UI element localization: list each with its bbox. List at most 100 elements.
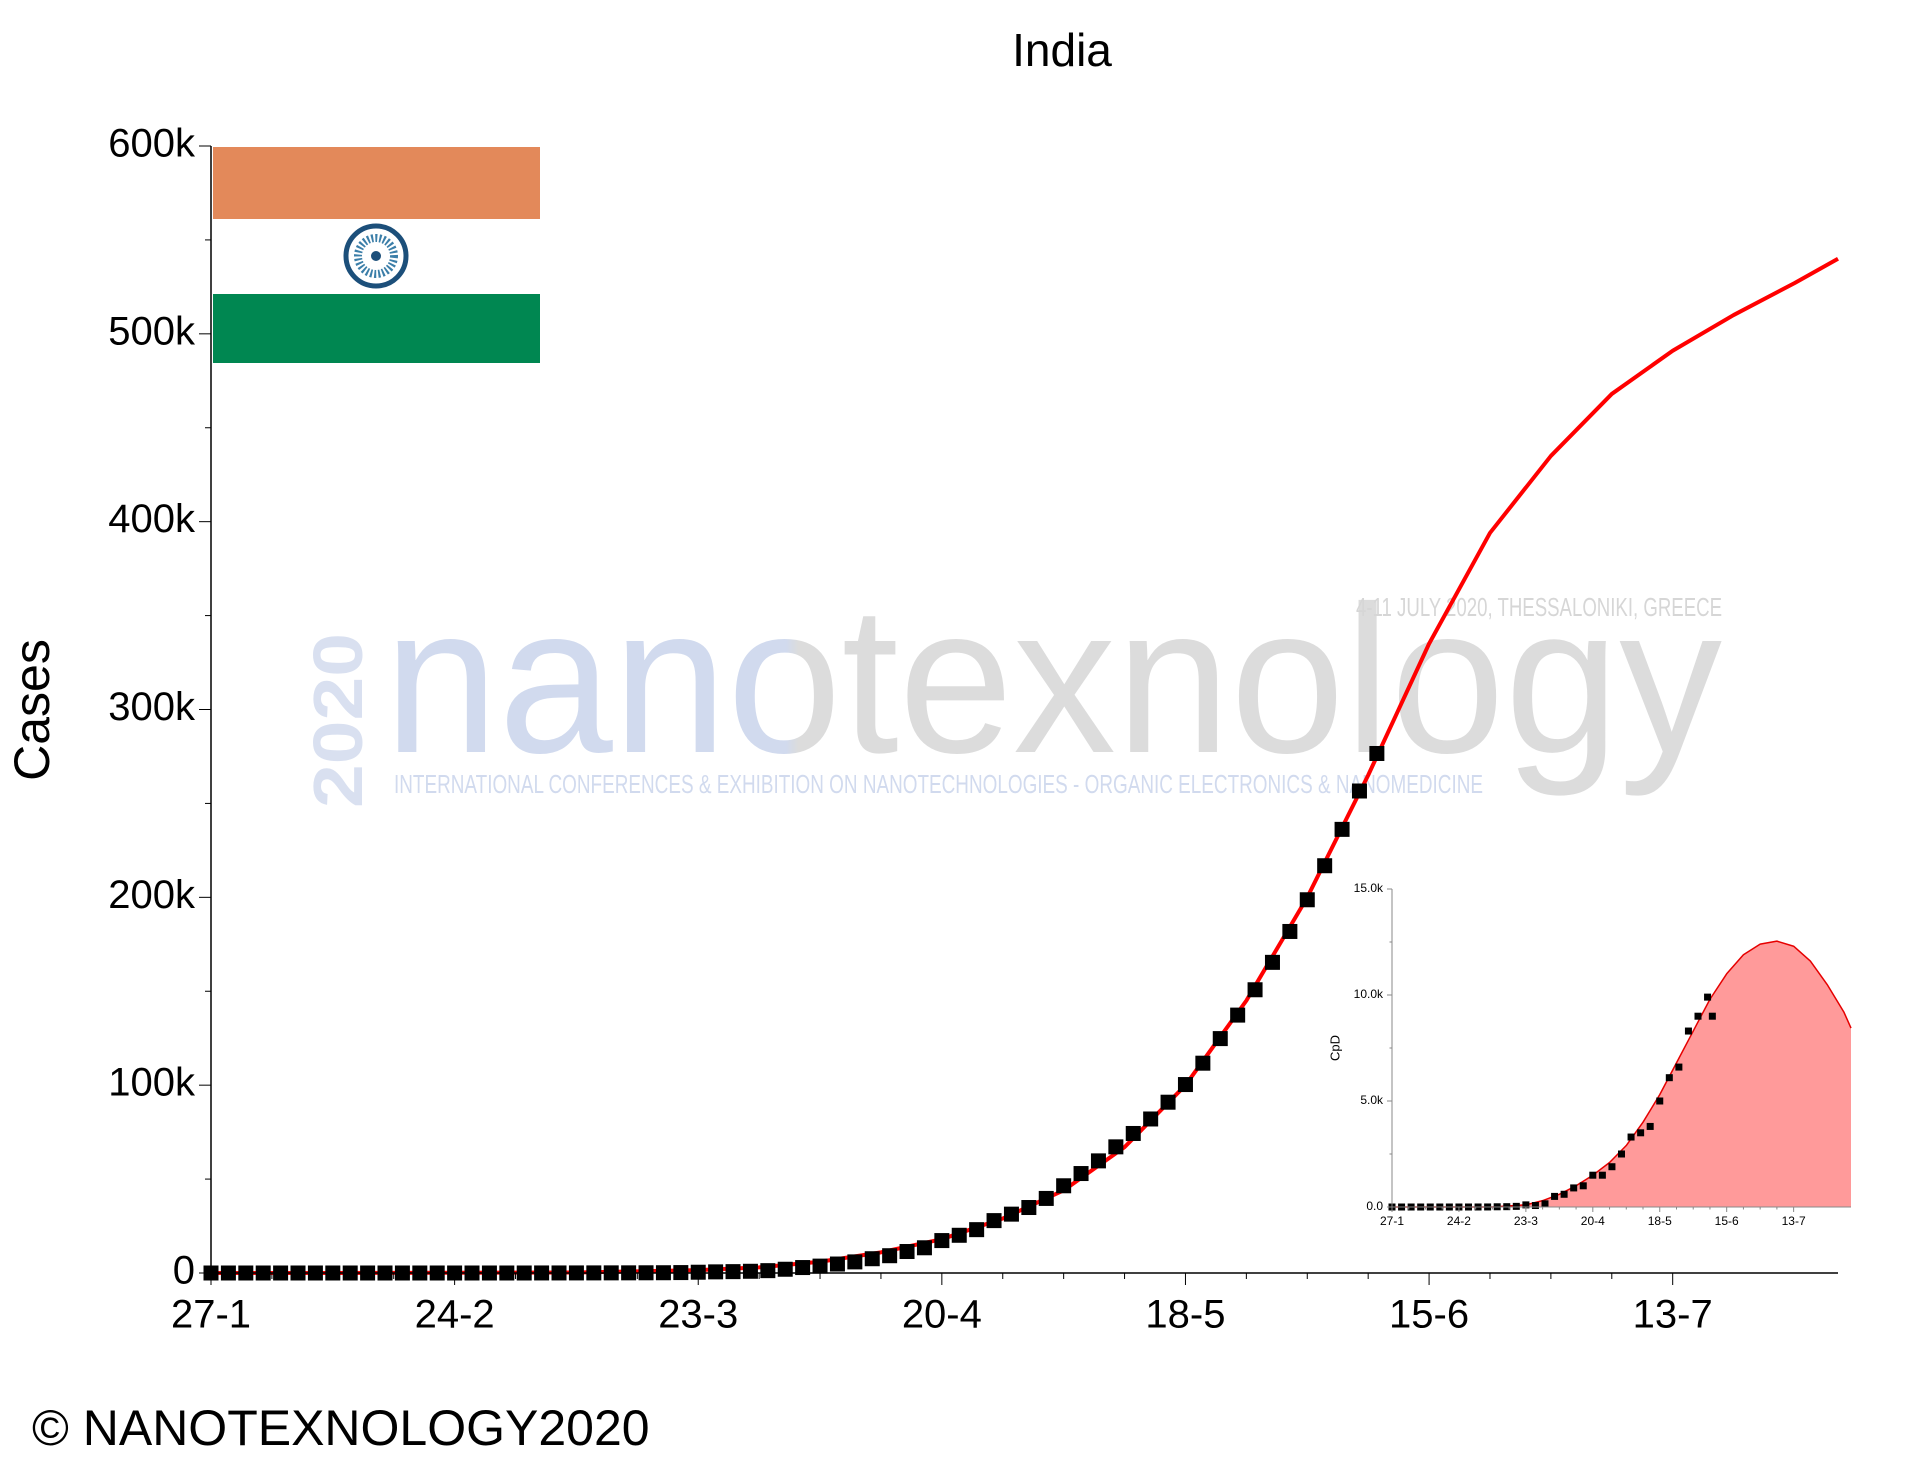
watermark-year: 2020 [299,633,377,808]
y-tick-label: 5.0k [1360,1093,1384,1107]
y-tick-label: 0 [173,1249,195,1293]
data-point [1531,1202,1539,1210]
x-tick-label: 27-1 [171,1292,251,1336]
y-tick-label: 0.0 [1366,1199,1383,1213]
data-point [1684,1027,1692,1035]
watermark: nanotexnology 2020 4-11 JULY 2020, THESS… [299,562,1722,808]
data-point [916,1240,932,1256]
main-plot: 0 100k 200k 300k 400k 500k 600k 27-1 24-2 23-3 20-… [108,122,1839,1336]
x-tick-label: 13-7 [1782,1214,1806,1228]
data-point [1675,1063,1683,1071]
data-point [1608,1163,1616,1171]
data-point [1003,1206,1019,1222]
inset-plot: CpD 0.0 5.0k 10.0k 15.0k 27-1 24-2 23-3 20-4 18-5… [1327,881,1852,1228]
y-axis-label: Cases [4,639,60,781]
flag-wheel-spokes [354,234,398,278]
data-point [1264,954,1280,970]
data-point [829,1256,845,1272]
watermark-tagline: INTERNATIONAL CONFERENCES & EXHIBITION O… [394,769,1483,799]
data-point [882,1248,898,1264]
data-point [795,1260,811,1276]
data-point [1694,1012,1702,1020]
y-tick-label: 300k [108,685,196,729]
data-point [812,1258,828,1274]
data-point [1656,1097,1664,1105]
y-tick-label: 500k [108,309,196,353]
data-point [1522,1201,1530,1209]
x-tick-label: 24-2 [415,1292,495,1336]
data-point [986,1213,1002,1229]
data-point [1212,1031,1228,1047]
data-point [1056,1178,1072,1194]
fit-area [1392,941,1851,1207]
data-point [1551,1192,1559,1200]
data-point [847,1254,863,1270]
data-point [1073,1166,1089,1182]
data-point [1646,1122,1654,1130]
x-tick-label: 23-3 [658,1292,738,1336]
y-tick-label: 600k [108,122,196,166]
data-point [864,1251,880,1267]
data-point [777,1261,793,1277]
x-tick-label: 15-6 [1389,1292,1469,1336]
data-point [1541,1200,1549,1208]
flag-hub [371,251,381,261]
y-axis-label: CpD [1327,1035,1342,1061]
flag-stripe [213,147,540,219]
data-point [1038,1190,1054,1206]
data-point [1282,923,1298,939]
data-point [1704,993,1712,1001]
x-tick-label: 20-4 [902,1292,982,1336]
data-point [1560,1190,1568,1198]
data-point [934,1233,950,1249]
data-point [1627,1133,1635,1141]
data-point [1665,1074,1673,1082]
flag-stripe [213,294,540,363]
watermark-event: 4-11 JULY 2020, THESSALONIKI, GREECE [1356,592,1722,622]
data-point [951,1227,967,1243]
data-point [1125,1125,1141,1141]
x-tick-label: 23-3 [1514,1214,1538,1228]
y-tick-label: 100k [108,1061,196,1105]
data-point [1351,783,1367,799]
data-point [1160,1094,1176,1110]
data-point [1618,1150,1625,1158]
data-point [760,1263,776,1279]
x-tick-label: 18-5 [1145,1292,1225,1336]
data-point [1637,1129,1645,1137]
data-point [1317,858,1333,874]
data-point [1708,1012,1716,1020]
data-point [742,1263,758,1279]
data-point [1177,1077,1193,1093]
data-point [1334,821,1350,837]
data-point [1143,1111,1159,1127]
x-tick-label: 15-6 [1715,1214,1739,1228]
y-tick-label: 400k [108,497,196,541]
data-point [1247,982,1263,998]
data-point [1570,1184,1578,1192]
data-point [1589,1171,1597,1179]
data-point [690,1264,706,1280]
flag-wheel [343,223,409,289]
data-point [1598,1171,1606,1179]
data-point [1299,892,1315,908]
x-tick-label: 13-7 [1633,1292,1713,1336]
chart-title: India [1012,24,1112,76]
copyright: © NANOTEXNOLOGY2020 [32,1400,650,1456]
data-point [725,1264,741,1280]
x-tick-label: 27-1 [1380,1214,1404,1228]
data-point [1512,1202,1520,1210]
data-point [1021,1200,1037,1216]
y-tick-label: 200k [108,873,196,917]
x-tick-label: 18-5 [1648,1214,1672,1228]
x-tick-label: 20-4 [1581,1214,1605,1228]
data-point [899,1244,915,1260]
flag [213,147,540,363]
data-point [1108,1139,1124,1155]
watermark-brand: nanotexnology [384,562,1722,797]
data-point [1230,1007,1246,1023]
data-point [1369,745,1385,761]
data-point [1090,1153,1106,1169]
